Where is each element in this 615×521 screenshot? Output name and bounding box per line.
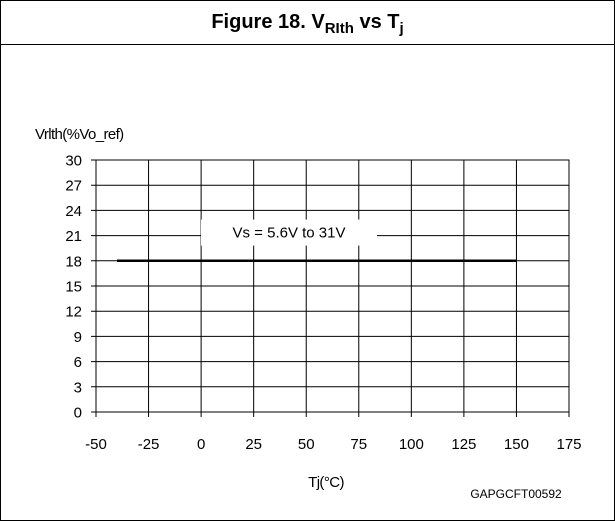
x-tick-label: 125 bbox=[451, 436, 476, 453]
x-tick-label: -50 bbox=[85, 436, 107, 453]
y-tick-label: 9 bbox=[74, 329, 82, 346]
x-tick-label: 175 bbox=[556, 436, 581, 453]
annotation-background bbox=[201, 219, 377, 246]
y-tick-label: 12 bbox=[65, 304, 82, 321]
figure-title-subscript-j: j bbox=[399, 20, 404, 37]
y-axis-label: Vrlth(%Vo_ref) bbox=[35, 126, 124, 143]
y-tick-label: 21 bbox=[65, 228, 82, 245]
figure-code: GAPGCFT00592 bbox=[470, 487, 562, 501]
x-tick-label: 25 bbox=[245, 436, 262, 453]
figure-title-bar: Figure 18. VRIth vs Tj bbox=[1, 1, 614, 45]
figure-title-prefix: Figure 18. V bbox=[211, 11, 325, 33]
y-tick-label: 6 bbox=[74, 354, 82, 371]
figure-title-middle: vs T bbox=[353, 11, 400, 33]
figure-title-subscript-rith: RIth bbox=[324, 20, 354, 37]
x-tick-labels: -50 -25 0 25 50 75 100 125 150 175 bbox=[85, 436, 581, 453]
annotation-group: Vs = 5.6V to 31V bbox=[201, 219, 377, 246]
x-tick-label: 150 bbox=[504, 436, 529, 453]
x-tick-label: 50 bbox=[298, 436, 315, 453]
plot-area-border bbox=[95, 159, 570, 413]
x-tick-label: 75 bbox=[350, 436, 367, 453]
y-tick-label: 27 bbox=[65, 178, 82, 195]
y-tick-label: 3 bbox=[74, 379, 82, 396]
x-tick-label: -25 bbox=[138, 436, 160, 453]
x-axis-label: Tj(°C) bbox=[308, 474, 344, 491]
y-tick-label: 18 bbox=[65, 253, 82, 270]
y-tick-label: 30 bbox=[65, 153, 82, 170]
y-tick-label: 0 bbox=[74, 405, 82, 422]
figure-title: Figure 18. VRIth vs Tj bbox=[1, 10, 614, 37]
plot-border bbox=[95, 159, 570, 413]
x-tick-label: 0 bbox=[197, 436, 205, 453]
y-tick-labels: 0 3 6 9 12 15 18 21 24 27 30 bbox=[65, 153, 82, 422]
y-tick-label: 24 bbox=[65, 203, 82, 220]
y-tick-label: 15 bbox=[65, 279, 82, 296]
x-tick-label: 100 bbox=[399, 436, 424, 453]
grid-lines bbox=[91, 159, 570, 417]
annotation-label: Vs = 5.6V to 31V bbox=[233, 225, 346, 242]
